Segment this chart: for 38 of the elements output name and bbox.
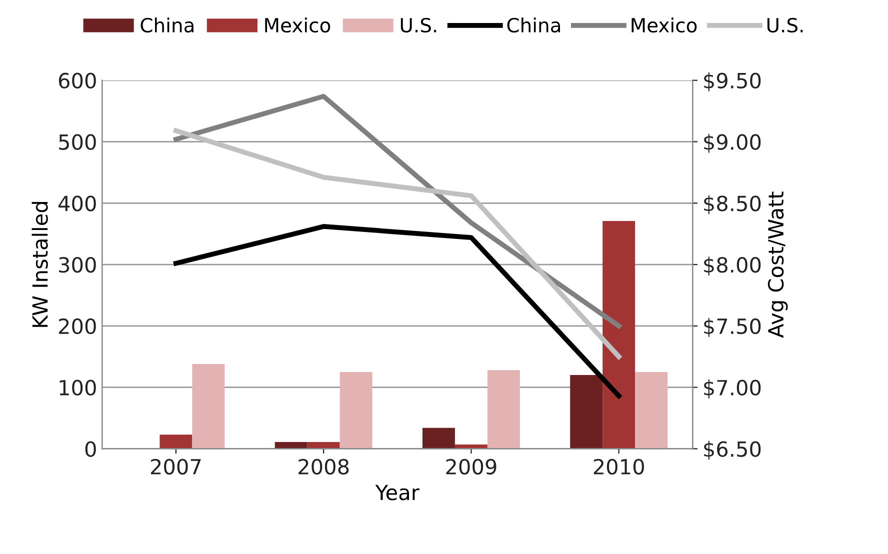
x-tick-label: 2008 <box>298 458 349 475</box>
y2-tick-label: $9.50 <box>704 72 761 92</box>
legend-label: Mexico <box>632 18 697 33</box>
y2-tick-label: $8.50 <box>704 195 761 214</box>
y2-tick-label: $7.50 <box>704 318 761 337</box>
line-series <box>174 224 622 398</box>
y2-tick-label: $6.50 <box>704 440 761 460</box>
bar <box>422 428 455 449</box>
legend-label: U.S. <box>767 18 803 33</box>
bar <box>602 220 636 449</box>
bar <box>160 434 192 449</box>
y2-tick-label: $8.00 <box>704 256 761 276</box>
legend-label: Mexico <box>265 18 330 33</box>
bar <box>570 375 603 449</box>
y-tick-label: 200 <box>59 318 96 334</box>
legend-label: U.S. <box>400 18 436 33</box>
legend-label: China <box>507 18 560 33</box>
bar <box>487 370 520 449</box>
y-tick-label: 500 <box>59 134 96 150</box>
x-axis-title: Year <box>375 484 420 500</box>
y-tick-label: 0 <box>85 441 96 457</box>
bar <box>340 372 372 449</box>
y-tick-label: 300 <box>59 256 96 273</box>
y-tick-label: 100 <box>60 380 96 396</box>
y-tick-label: 400 <box>58 196 96 212</box>
y2-tick-label: $7.00 <box>704 379 761 398</box>
y-axis-title: KW Installed <box>32 202 48 327</box>
line-series <box>174 94 622 328</box>
y2-axis-title: Avg Cost/Watt <box>768 192 788 338</box>
y-tick-label: 600 <box>58 72 96 89</box>
y2-tick-label: $9.00 <box>704 134 761 153</box>
x-tick-label: 2009 <box>446 458 496 475</box>
x-tick-label: 2010 <box>594 458 644 475</box>
bar <box>192 364 225 449</box>
line-series <box>174 128 622 360</box>
bar <box>635 372 668 449</box>
x-tick-label: 2007 <box>150 458 201 475</box>
legend-label: China <box>140 18 194 33</box>
